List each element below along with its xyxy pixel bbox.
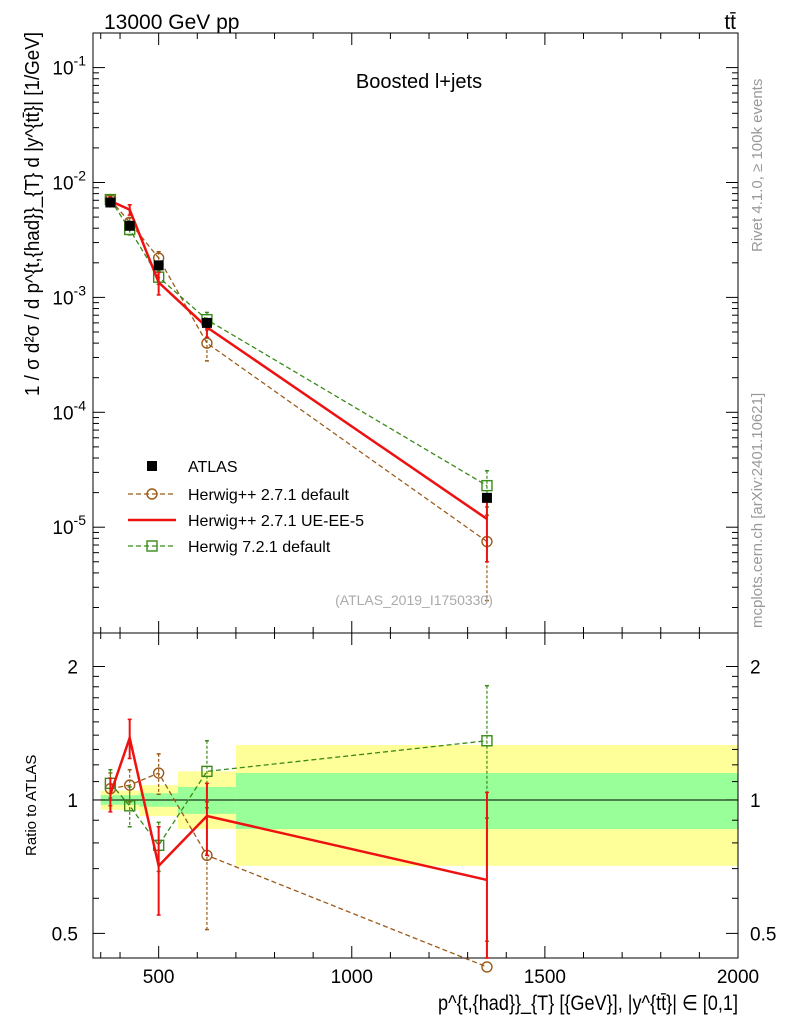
legend-marker-herwigpp_default [146,488,158,500]
ratio-y-tick-label-right-1: 1 [750,791,761,812]
series-point-herwigpp_default-3 [201,337,213,349]
ratio-point-herwig7_default-1 [123,800,136,812]
header-process: tt̄ [724,11,736,34]
y-tick-label--2: 10-2 [52,167,86,194]
rivet-version-label: Rivet 4.1.0, ≥ 100k events [749,79,766,252]
data-point-4 [481,492,492,503]
analysis-id-label: (ATLAS_2019_I1750330) [335,592,493,608]
main-panel: 10-1 10-2 10-3 10-4 10-5 Boosted l+jets (ATL… [52,32,739,634]
legend-marker-herwig7_default [146,540,158,552]
ratio-y-tick-label-1: 1 [67,791,78,812]
header-energy: 13000 GeV pp [104,11,239,34]
ratio-point-herwigpp_default-2 [152,767,165,779]
legend-label-herwig7_default: Herwig 7.2.1 default [188,539,331,556]
legend-label-herwigpp_ueee5: Herwig++ 2.7.1 UE-EE-5 [188,513,364,530]
data-point-3 [201,317,212,328]
data-point-0 [105,197,116,208]
ratio-plot-area: 500 1000 1500 2000 0.5 0.5 1 1 2 2 [52,632,776,988]
ratio-point-herwigpp_default-1 [123,779,136,791]
ratio-frame [92,632,739,959]
y-axis-label-main: 1 / σ d²σ / d p^{t,{had}}_{T} d |y^{tt̄}… [22,32,44,396]
ratio-line-herwigpp_default [110,772,488,968]
legend-label-herwigpp_default: Herwig++ 2.7.1 default [188,487,350,504]
ratio-y-tick-label-0.5: 0.5 [52,924,78,945]
y-tick-label--1: 10-1 [52,53,86,80]
data-point-1 [124,220,135,231]
y-axis-label-ratio: Ratio to ATLAS [23,755,40,856]
x-tick-label-500: 500 [143,967,175,988]
ratio-panel: 500 1000 1500 2000 0.5 0.5 1 1 2 2 [52,632,776,988]
ratio-point-herwig7_default-3 [201,765,213,778]
ratio-point-herwig7_default-4 [481,735,493,747]
y-tick-label--4: 10-4 [52,397,86,424]
main-plot-area: 10-1 10-2 10-3 10-4 10-5 [52,32,739,634]
x-tick-label-1500: 1500 [524,967,566,988]
y-tick-label--5: 10-5 [52,512,86,539]
ratio-y-tick-label-2: 2 [67,657,78,678]
legend-marker-data [147,461,157,471]
ratio-line-herwig7_default [109,740,488,847]
ratio-y-tick-label-right-0.5: 0.5 [750,924,776,945]
legend: ATLAS Herwig++ 2.7.1 default Herwig++ 2.7.… [128,459,364,556]
ratio-point-herwigpp_default-4 [481,961,493,973]
legend-label-data: ATLAS [188,459,238,476]
x-tick-label-1000: 1000 [331,967,373,988]
series-point-herwig7_default-4 [481,479,493,492]
y-tick-label--3: 10-3 [52,282,86,309]
ratio-y-tick-label-right-2: 2 [750,657,761,678]
data-point-2 [153,260,164,271]
x-axis-label: p^{t,{had}}_{T} [{GeV}], |y^{tt̄}| ∈ [0,… [438,992,738,1015]
plot-title: Boosted l+jets [356,71,482,93]
x-tick-label-2000: 2000 [717,967,759,988]
mcplots-label: mcplots.cern.ch [arXiv:2401.10621] [749,393,766,628]
